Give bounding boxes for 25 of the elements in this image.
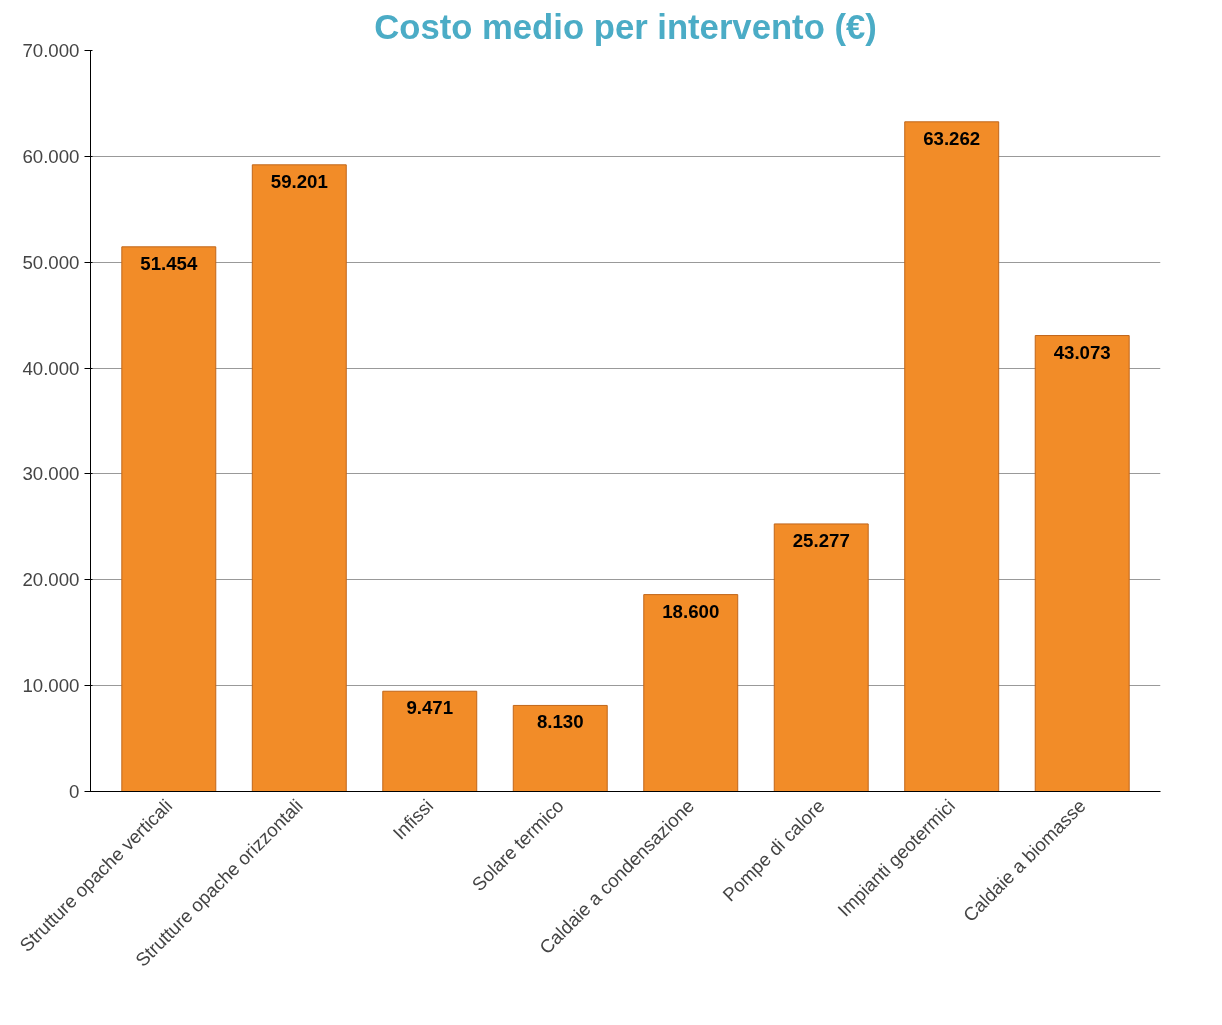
y-tick-label: 50.000	[22, 251, 80, 273]
bar	[643, 594, 739, 792]
bar	[1034, 335, 1130, 792]
bar	[512, 704, 608, 792]
y-tick-label: 0	[69, 781, 80, 802]
y-tick-label: 40.000	[22, 357, 80, 379]
bar	[382, 690, 478, 792]
bar	[773, 523, 869, 792]
data-label: 43.073	[1053, 341, 1111, 363]
chart-title: Costo medio per intervento (€)	[374, 7, 877, 46]
bar	[121, 246, 217, 792]
data-label: 51.454	[140, 252, 198, 274]
y-tick-label: 60.000	[22, 145, 80, 167]
y-tick-label: 30.000	[22, 463, 80, 485]
y-tick-label: 20.000	[22, 569, 80, 591]
data-label: 63.262	[923, 127, 981, 149]
data-label: 8.130	[536, 711, 584, 733]
data-label: 25.277	[792, 529, 850, 551]
y-tick-label: 10.000	[22, 675, 80, 697]
data-label: 59.201	[270, 170, 328, 192]
bar	[251, 164, 347, 792]
bar	[904, 121, 1000, 792]
data-label: 18.600	[662, 600, 720, 622]
y-tick-label: 70.000	[22, 40, 80, 61]
data-label: 9.471	[406, 697, 454, 719]
